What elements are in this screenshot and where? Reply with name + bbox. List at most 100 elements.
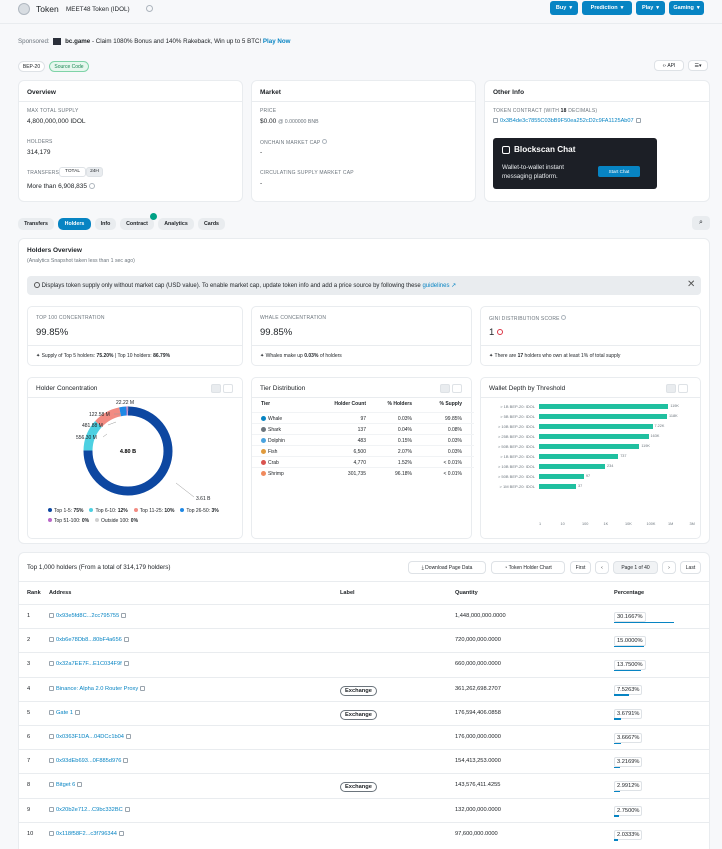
address-cell[interactable]: 0x32a7EE7F...E1C034F9f (49, 661, 129, 667)
chevron-down-icon: ▾ (656, 5, 660, 11)
bep20-tag[interactable]: BEP-20 (18, 61, 45, 72)
quantity-cell: 176,000,000.0000 (455, 734, 501, 740)
depth-axis-tick: 1M (668, 522, 674, 526)
donut-slice-label: 122.58 M (89, 412, 110, 418)
donut-label-leader (175, 482, 195, 498)
document-icon (49, 758, 54, 764)
legend-item[interactable]: Outside 100: 0% (95, 518, 138, 524)
table-row: 2 0xb6e78Db8...80bF4a656 720,000,000.0000 1… (19, 628, 709, 652)
depth-bar (539, 484, 576, 489)
exchange-badge[interactable]: Exchange (340, 782, 377, 793)
depth-value-label: 163K (650, 434, 660, 438)
address-cell[interactable]: 0x93dEb693...0F885d976 (49, 758, 129, 764)
address-cell[interactable]: Binance: Alpha 2.0 Router Proxy (49, 685, 146, 692)
quantity-cell: 143,576,411.4255 (455, 782, 501, 789)
prev-page-button[interactable]: ‹ (595, 561, 609, 574)
last-page-button[interactable]: Last (680, 561, 701, 574)
address-cell[interactable]: 0x93e5fd8C...2cc795755 (49, 613, 127, 619)
tab-cards[interactable]: Cards (198, 218, 225, 230)
legend-item[interactable]: Top 1-5: 75% (48, 508, 83, 514)
address-cell[interactable]: 0x118f58F2...c3f796344 (49, 830, 124, 837)
info-icon (88, 183, 95, 190)
guidelines-link[interactable]: guidelines ↗ (422, 283, 457, 289)
legend-swatch (95, 518, 100, 522)
info-icon[interactable] (146, 5, 153, 12)
donut-slice-label: 556.30 M (76, 435, 97, 441)
address-cell[interactable]: Gate 1 (49, 709, 81, 716)
exchange-badge[interactable]: Exchange (340, 685, 377, 696)
tab-transfers[interactable]: Transfers (18, 218, 54, 230)
depth-value-label: 119K (641, 444, 650, 448)
address-cell[interactable]: 0xb6e78Db8...80bF4a656 (49, 637, 129, 643)
next-page-button[interactable]: › (662, 561, 676, 574)
list-view-icon[interactable] (666, 384, 676, 393)
wallet-depth-chart: > 1B BEP-20: IDOL 119K > 5B BEP-20: IDOL 11… (481, 400, 702, 540)
play-menu-button[interactable]: Play ▾ (636, 1, 665, 15)
download-page-data-button[interactable]: ⤓ Download Page Data (408, 561, 486, 574)
blockscan-chat-ad[interactable]: Blockscan Chat Wallet-to-wallet instant … (493, 138, 657, 189)
depth-axis-tick: 10 (560, 522, 565, 526)
legend-item[interactable]: Top 11-25: 10% (133, 508, 174, 514)
donut-label-leader (107, 421, 117, 426)
whale-concentration-card: WHALE CONCENTRATION 99.85% ✦ Whales make… (251, 306, 472, 366)
start-chat-button[interactable]: Start Chat (598, 166, 640, 177)
transfers-total-toggle[interactable]: TOTAL (59, 167, 86, 177)
depth-tick-label: > 25B BEP-20: IDOL (497, 434, 535, 439)
tab-analytics[interactable]: Analytics (158, 218, 194, 230)
page-indicator: Page 1 of 40 (613, 561, 658, 574)
document-icon (49, 637, 54, 643)
transfers-label: TRANSFERS (27, 170, 60, 176)
exchange-badge[interactable]: Exchange (340, 709, 377, 720)
more-options-button[interactable]: ☰▾ (688, 60, 708, 71)
max-supply-label: MAX TOTAL SUPPLY (27, 108, 79, 114)
depth-tick-label: > 50B BEP-20: IDOL (497, 474, 535, 479)
question-icon (321, 139, 327, 144)
sparkle-icon: ✦ (489, 353, 494, 359)
snapshot-subtitle: (Analytics Snapshot taken less than 1 se… (27, 258, 135, 264)
tab-contract[interactable]: Contract (120, 218, 154, 230)
address-cell[interactable]: 0x0363F1DA...04DCc1b04 (49, 734, 131, 740)
token-name: MEET48 Token (IDOL) (66, 5, 130, 13)
list-view-icon[interactable] (211, 384, 221, 393)
tab-holders[interactable]: Holders (58, 218, 91, 230)
depth-value-label: 97 (585, 474, 591, 478)
gaming-menu-button[interactable]: Gaming ▾ (669, 1, 704, 15)
rank-cell: 2 (27, 637, 31, 644)
depth-value-label: 737 (620, 454, 627, 458)
first-page-button[interactable]: First (570, 561, 591, 574)
token-contract-link[interactable]: 0x3B4de3c7855C03bB9F50ea252cD2c9FA1125Ab… (493, 118, 641, 124)
legend-item[interactable]: Top 6-10: 12% (89, 508, 128, 514)
table-row: 7 0x93dEb693...0F885d976 154,413,253.0000 3… (19, 749, 709, 773)
play-now-link[interactable]: Play Now (262, 38, 291, 46)
depth-axis-tick: 100K (646, 522, 656, 526)
holders-label: HOLDERS (27, 139, 53, 145)
api-button[interactable]: ‹› API (654, 60, 684, 71)
legend-item[interactable]: Top 26-50: 3% (180, 508, 219, 514)
token-holder-chart-button[interactable]: ◔ Token Holder Chart (491, 561, 565, 574)
tab-info[interactable]: Info (95, 218, 116, 230)
address-cell[interactable]: Bitget 6 (49, 782, 83, 788)
depth-bar (539, 424, 653, 429)
sponsor-brand[interactable]: bc.game (65, 38, 91, 46)
copy-icon (123, 661, 129, 667)
document-icon (49, 709, 54, 715)
percentage-bar (614, 621, 674, 623)
buy-menu-button[interactable]: Buy ▾ (550, 1, 578, 15)
download-icon: ⤓ (421, 564, 426, 571)
percentage-bar (614, 742, 622, 744)
list-view-icon[interactable] (440, 384, 450, 393)
tier-table-header: Tier Holder Count % Holders % Supply (261, 401, 462, 407)
source-code-tag[interactable]: Source Code (49, 61, 89, 72)
copy-icon (124, 806, 130, 812)
transfers-24h-toggle[interactable]: 24H (86, 167, 103, 177)
address-cell[interactable]: 0x20b2e712...C9bc332BC (49, 806, 130, 813)
prediction-menu-button[interactable]: Prediction ▾ (582, 1, 632, 15)
sponsored-banner: Sponsored: bc.game - Claim 1080% Bonus a… (18, 38, 291, 46)
search-icon[interactable]: ⌕ (692, 216, 710, 230)
legend-item[interactable]: Top 51-100: 0% (48, 518, 89, 524)
bar-chart-icon[interactable] (452, 384, 462, 393)
pie-chart-icon[interactable] (223, 384, 233, 393)
close-icon[interactable]: ✕ (687, 279, 696, 290)
bar-chart-icon[interactable] (678, 384, 688, 393)
percentage-cell: 7.5263% (614, 683, 674, 696)
